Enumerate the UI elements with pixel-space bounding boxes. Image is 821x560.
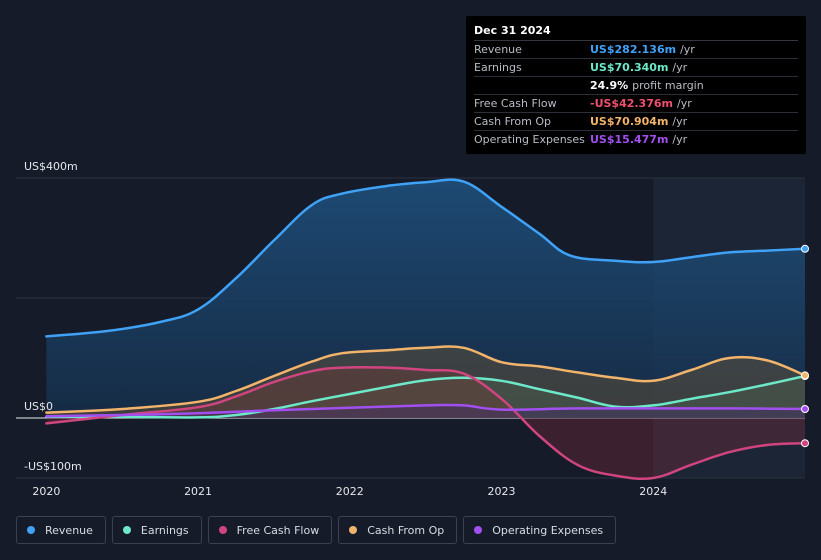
legend-label: Cash From Op (367, 523, 445, 537)
tooltip-row-value: -US$42.376m (590, 97, 673, 110)
tooltip-row-unit: /yr (672, 115, 688, 128)
legend-dot-icon (474, 526, 483, 534)
revenue-endpoint (801, 244, 809, 253)
tooltip-row-label: Earnings (474, 61, 522, 74)
tooltip-row-unit: profit margin (632, 79, 704, 92)
legend-dot-icon (218, 526, 227, 534)
tooltip-row-label (474, 77, 590, 94)
series-lines (45, 178, 807, 481)
x-axis-tick-label: 2023 (488, 485, 516, 498)
cash-from-op-endpoint (801, 371, 809, 380)
tooltip-row: Cash From Op US$70.904m/yr (474, 113, 798, 131)
tooltip-row: 24.9% profit margin (474, 77, 798, 95)
tooltip-row: Earnings US$70.340m/yr (474, 59, 798, 77)
free-cash-flow-area (46, 367, 806, 479)
legend-dot-icon (27, 526, 35, 534)
y-axis-label: US$400m (24, 160, 78, 173)
x-axis-tick-label: 2022 (336, 485, 364, 498)
series-endpoints (801, 244, 809, 448)
earnings-line (45, 374, 807, 419)
tooltip-rows: Revenue US$282.136m/yr Earnings US$70.340m /… (474, 41, 798, 148)
legend-label: Operating Expenses (492, 523, 604, 537)
cash-from-op-line (45, 345, 807, 414)
y-axis-label: -US$100m (24, 460, 82, 473)
tooltip-row-value: US$15.477m (590, 133, 669, 146)
tooltip-row-label: Cash From Op (474, 115, 552, 128)
legend-label: Free Cash Flow (236, 523, 320, 537)
tooltip-row: Operating Expenses US$15.477m/yr (474, 131, 798, 148)
chart-legend: Revenue Earnings Free Cash Flow Cash From O… (16, 516, 617, 544)
legend-item-revenue[interactable]: Revenue (16, 516, 106, 544)
tooltip-row: Revenue US$282.136m/yr (474, 41, 798, 59)
operating-expenses-endpoint (801, 405, 809, 413)
tooltip-row-value: US$282.136m (590, 43, 677, 56)
revenue-area (46, 179, 806, 418)
tooltip-row-value: 24.9% (590, 79, 629, 92)
tooltip-row-label: Operating Expenses (474, 133, 585, 146)
tooltip-row-value: US$70.904m (590, 115, 669, 128)
tooltip-row-unit: /yr (672, 61, 688, 74)
axis-labels: US$400m US$0 -US$100m 2020 2021 2022 2023 2024 (24, 160, 667, 498)
y-axis-label: US$0 (24, 400, 53, 413)
operating-expenses-line (45, 403, 807, 418)
free-cash-flow-endpoint (801, 439, 809, 448)
revenue-line (45, 178, 807, 338)
x-axis-tick-label: 2020 (32, 485, 60, 498)
legend-item-cash-from-op[interactable]: Cash From Op (338, 516, 458, 544)
tooltip-row-label: Free Cash Flow (474, 97, 557, 110)
tooltip-row-value: US$70.340m (590, 61, 669, 74)
legend-item-earnings[interactable]: Earnings (111, 516, 202, 544)
cash-from-op-area (46, 346, 806, 418)
tooltip-date: Dec 31 2024 (474, 22, 798, 41)
data-tooltip: Dec 31 2024 Revenue US$282.136m/yr Earning… (466, 16, 806, 154)
tooltip-row-unit: /yr (676, 97, 692, 110)
x-axis-tick-label: 2024 (639, 485, 667, 498)
tooltip-row: Free Cash Flow -US$42.376m/yr (474, 95, 798, 113)
legend-dot-icon (122, 526, 131, 534)
legend-item-operating-expenses[interactable]: Operating Expenses (463, 516, 617, 544)
tooltip-row-unit: /yr (680, 43, 695, 56)
free-cash-flow-line (45, 365, 807, 481)
x-axis-tick-label: 2021 (184, 485, 212, 498)
legend-label: Revenue (45, 523, 93, 537)
legend-dot-icon (349, 526, 358, 534)
legend-label: Earnings (140, 523, 189, 537)
legend-item-free-cash-flow[interactable]: Free Cash Flow (207, 516, 333, 544)
tooltip-row-unit: /yr (672, 133, 688, 146)
tooltip-row-label: Revenue (474, 43, 522, 56)
